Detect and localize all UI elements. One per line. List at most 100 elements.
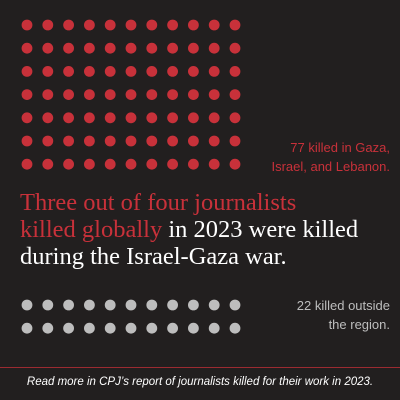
red-dot [229,89,241,100]
red-dot [125,42,137,54]
grey-dot [104,322,116,334]
red-dot [208,112,220,124]
headline: Three out of four journalists killed glo… [20,189,400,270]
grey-label-line-2: the region. [328,317,390,332]
grey-label-line-1: 22 killed outside [296,298,390,313]
grey-dot [104,299,116,311]
red-dot [42,135,54,147]
red-dot [21,112,33,124]
red-dot [229,135,241,147]
red-dots-label: 77 killed in Gaza, Israel, and Lebanon. [271,138,390,176]
grey-dot [42,322,54,334]
headline-line-2-rest: in 2023 were killed [162,216,359,243]
headline-line-1: Three out of four journalists [20,189,297,216]
grey-dot [229,322,241,334]
red-dot [146,42,158,54]
grey-dot [21,299,33,311]
grey-dot [229,299,241,311]
red-dot [146,112,158,124]
grey-dot [208,299,220,311]
red-dot [104,112,116,124]
grey-dot [42,299,54,311]
red-dot [104,19,116,31]
red-dot [63,19,74,31]
red-dot [229,42,241,54]
red-dot [42,19,54,31]
red-dot [125,89,137,100]
grey-dot [208,322,220,334]
footer-divider [0,367,400,368]
red-label-line-1: 77 killed in Gaza, [290,140,390,155]
grey-dot [146,322,158,334]
red-dot [63,66,74,77]
grey-dot [146,299,158,311]
red-dot [21,158,33,170]
red-dot [188,66,199,77]
red-dot [146,135,158,147]
red-dot [84,66,95,77]
red-dot [104,66,116,77]
grey-dot [125,322,137,334]
red-dot [146,66,158,77]
red-dot [42,42,54,54]
red-dot [104,135,116,147]
red-dot [188,112,199,124]
red-dot [167,89,179,100]
red-dot [229,19,241,31]
red-dot [167,66,179,77]
footer-link-text[interactable]: Read more in CPJ’s report of journalists… [26,376,374,388]
red-dot [188,135,199,147]
red-dot [167,158,179,170]
grey-dot [63,299,74,311]
red-dot [42,66,54,77]
red-dot [42,89,54,100]
grey-dots-label: 22 killed outside the region. [297,296,390,334]
red-dot [84,112,95,124]
red-dot [229,66,241,77]
red-dot [167,112,179,124]
red-dot [84,135,95,147]
red-dot [21,19,33,31]
red-dot [125,66,137,77]
red-dot [229,112,241,124]
red-dot [63,158,74,170]
red-dot [208,89,220,100]
red-dot [146,158,158,170]
red-dot [188,89,199,100]
grey-dot [188,299,199,311]
red-dot [146,89,158,100]
red-dot [146,19,158,31]
red-dot [125,135,137,147]
red-dot [167,135,179,147]
red-dot [84,158,95,170]
red-dot [63,89,74,100]
red-dot [42,112,54,124]
headline-highlight: killed globally [20,216,163,243]
red-dot [208,42,220,54]
red-dot [208,158,220,170]
red-dot [188,158,199,170]
headline-line-2: killed globally in 2023 were killed [20,216,400,243]
grey-dot [84,299,95,311]
red-dot [229,158,241,170]
grey-dot [188,322,199,334]
red-dot [188,42,199,54]
grey-dot [84,322,95,334]
red-label-line-2: Israel, and Lebanon. [271,159,390,174]
grey-dot [125,299,137,311]
grey-dot [167,299,179,311]
grey-dot [63,322,74,334]
headline-line-3: during the Israel-Gaza war. [20,243,287,270]
red-dot [42,158,54,170]
red-dot [104,158,116,170]
red-dot [167,19,179,31]
red-dot [104,89,116,100]
red-dot [21,89,33,100]
red-dot [21,135,33,147]
red-dot [63,135,74,147]
red-dot [84,19,95,31]
red-dot [63,42,74,54]
red-dot [63,112,74,124]
red-dot [208,19,220,31]
